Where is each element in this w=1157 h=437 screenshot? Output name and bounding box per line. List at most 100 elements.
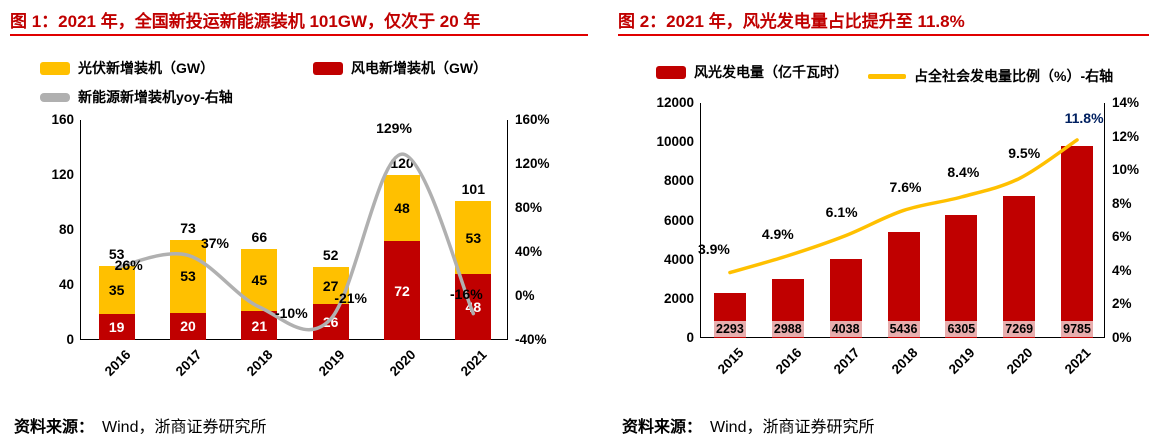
x-axis-label: 2015 (714, 345, 747, 377)
x-axis-label: 2018 (244, 347, 276, 379)
x-axis-label: 2018 (888, 345, 921, 377)
bar-value-label: 9785 (1061, 321, 1094, 337)
x-axis-label: 2021 (458, 347, 490, 379)
legend-item-generation: 风光发电量（亿千瓦时） (656, 62, 848, 82)
figure-2-title-underline (618, 34, 1149, 36)
bar-value-label: 53 (180, 268, 196, 285)
source-text: Wind，浙商证券研究所 (102, 419, 267, 436)
y-axis-left-tick-label: 40 (58, 277, 74, 292)
wind-bar-swatch-icon (313, 61, 343, 75)
y-axis-right-tick-label: 2% (1112, 296, 1132, 312)
bar-value-label: 21 (251, 317, 268, 334)
y-axis-left-tick-label: 6000 (663, 212, 694, 228)
y-axis-right-tick-label: 120% (515, 156, 550, 171)
legend-item-yoy: 新能源新增装机yoy-右轴 (40, 87, 233, 107)
bar-total-label: 73 (180, 219, 196, 236)
source-label: 资料来源： (14, 419, 95, 436)
line-point-label: -16% (449, 285, 483, 302)
y-axis-right-tick-label: 0% (1112, 330, 1132, 345)
legend-label-generation: 风光发电量（亿千瓦时） (694, 64, 848, 80)
bar-value-label: 19 (108, 318, 125, 335)
bar-segment (98, 313, 135, 340)
y-axis-left-tick-label: 160 (51, 112, 74, 127)
legend-item-share: 占全社会发电量比例（%）-右轴 (868, 66, 1113, 86)
bar-total-label: 101 (461, 181, 485, 198)
y-axis-left-tick-label: 0 (66, 332, 74, 347)
x-axis-label: 2019 (946, 345, 978, 377)
bar-value-label: 5436 (887, 321, 920, 337)
yoy-line (114, 152, 476, 332)
legend-label-yoy: 新能源新增装机yoy-右轴 (78, 89, 233, 105)
x-axis-label: 2017 (172, 347, 205, 379)
figure-1-source-line: 资料来源： Wind，浙商证券研究所 (14, 413, 266, 437)
y-axis-right-tick-label: 8% (1112, 195, 1132, 211)
line-point-label: 37% (200, 235, 230, 252)
y-axis-left-tick-label: 10000 (656, 134, 694, 150)
yoy-line-swatch-icon (40, 92, 70, 102)
bar-segment (1061, 146, 1094, 338)
bar-segment (945, 214, 978, 338)
x-axis-label: 2021 (1061, 345, 1094, 377)
legend-label-wind: 风电新增装机（GW） (351, 60, 488, 76)
bar-segment (887, 231, 920, 338)
bar-value-label: 7269 (1003, 321, 1036, 337)
figure-2-panel: 图 2：2021 年，风光发电量占比提升至 11.8% 风光发电量（亿千瓦时） … (618, 0, 1149, 437)
bar-total-label: 66 (251, 229, 268, 246)
y-axis-left-tick-label: 8000 (663, 173, 694, 189)
line-point-label: 3.9% (697, 240, 730, 257)
bar-value-label: 6305 (945, 321, 978, 337)
y-axis-right-tick-label: 4% (1112, 262, 1132, 278)
y-axis-right-tick-label: 14% (1112, 95, 1140, 110)
bar-value-label: 2988 (771, 321, 804, 337)
x-axis-label: 2017 (830, 345, 863, 377)
bar-segment (384, 175, 420, 241)
line-point-label: -10% (274, 305, 308, 321)
bar-value-label: 35 (108, 281, 125, 298)
y-axis-left-tick-label: 2000 (663, 290, 694, 306)
bar-segment (98, 265, 135, 314)
figure-2-plot-area: 0 2000 4000 6000 8000 10000 12000 0% 2% 4% 6% 8% 10%… (656, 95, 1139, 377)
legend-item-pv: 光伏新增装机（GW） (40, 58, 214, 78)
y-axis-left-tick-label: 120 (51, 167, 74, 182)
y-axis-right-tick-label: 0% (515, 288, 535, 303)
bar-value-label: 53 (465, 229, 482, 246)
figure-1-panel: 图 1：2021 年，全国新投运新能源装机 101GW，仅次于 20 年 光伏新… (10, 0, 588, 437)
bar-segment (312, 304, 349, 340)
line-point-label: 9.5% (1008, 144, 1041, 161)
line-point-label: 11.8% (1064, 109, 1104, 126)
bar-segment (170, 239, 206, 313)
source-text: Wind，浙商证券研究所 (710, 419, 875, 436)
bar-segment (241, 311, 278, 340)
bar-segment (170, 312, 206, 340)
y-axis-right-tick-label: 160% (515, 112, 550, 127)
bar-segment (384, 241, 420, 340)
figure-2-title: 图 2：2021 年，风光发电量占比提升至 11.8% (618, 12, 965, 31)
line-point-label: 8.4% (947, 164, 980, 180)
bar-segment (455, 201, 492, 274)
bar-value-label: 72 (394, 282, 410, 299)
figure-1-title: 图 1：2021 年，全国新投运新能源装机 101GW，仅次于 20 年 (10, 12, 481, 31)
y-axis-right-tick-label: 12% (1112, 128, 1140, 144)
line-point-label: 7.6% (889, 179, 922, 196)
x-axis-label: 2020 (386, 347, 419, 379)
legend-label-share: 占全社会发电量比例（%）-右轴 (914, 68, 1114, 84)
bar-value-label: 4038 (829, 321, 862, 337)
bar-value-label: 2293 (713, 321, 746, 337)
bar-value-label: 20 (180, 318, 196, 335)
y-axis-right-tick-label: 80% (515, 200, 543, 215)
y-axis-right-tick-label: 40% (515, 244, 543, 259)
line-point-label: -21% (334, 290, 367, 307)
bar-value-label: 45 (251, 272, 268, 289)
y-axis-right-tick-label: 6% (1112, 229, 1132, 245)
legend-item-wind: 风电新增装机（GW） (313, 58, 487, 78)
bar-total-label: 53 (108, 245, 125, 262)
y-axis-right-tick-label: 10% (1112, 162, 1140, 178)
x-axis-label: 2020 (1003, 345, 1036, 377)
y-axis-left-tick-label: 0 (686, 330, 694, 345)
line-point-label: 26% (114, 257, 143, 274)
figure-1-title-underline (10, 34, 588, 36)
source-label: 资料来源： (622, 419, 703, 436)
bar-value-label: 27 (322, 277, 339, 294)
bar-segment (1003, 195, 1036, 338)
